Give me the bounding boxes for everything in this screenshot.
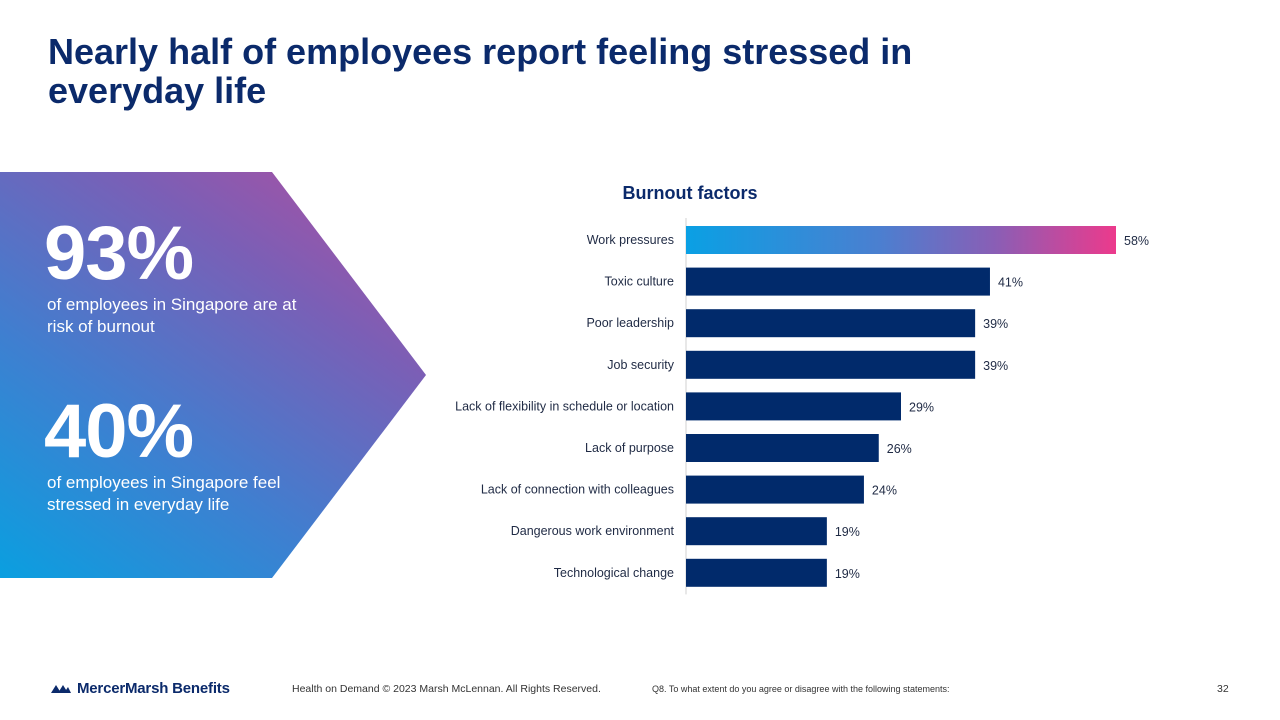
- stat-burnout-risk: 93% of employees in Singapore are at ris…: [44, 216, 307, 338]
- category-label: Dangerous work environment: [511, 524, 675, 538]
- copyright-text: Health on Demand © 2023 Marsh McLennan. …: [292, 683, 601, 695]
- hero-stats-panel: 93% of employees in Singapore are at ris…: [0, 172, 426, 578]
- value-label: 58%: [1124, 234, 1149, 248]
- chart-title: Burnout factors: [622, 183, 758, 203]
- bar: [686, 350, 976, 379]
- bar: [686, 226, 1116, 254]
- category-label: Lack of flexibility in schedule or locat…: [455, 399, 674, 413]
- value-label: 29%: [909, 400, 934, 414]
- logo-text: MercerMarsh Benefits: [77, 680, 230, 697]
- category-label: Lack of connection with colleagues: [481, 483, 674, 497]
- category-label: Poor leadership: [586, 316, 674, 330]
- stat-stressed: 40% of employees in Singapore feel stres…: [44, 394, 307, 516]
- value-label: 39%: [983, 317, 1008, 331]
- burnout-factors-chart: Work pressures 58% Toxic culture 41% Poor le…: [455, 218, 1149, 595]
- bar: [686, 267, 990, 296]
- stat-caption: of employees in Singapore are at risk of…: [47, 295, 297, 336]
- category-label: Work pressures: [587, 233, 674, 247]
- stat-caption: of employees in Singapore feel stressed …: [47, 473, 281, 514]
- category-label: Technological change: [554, 566, 674, 580]
- value-label: 24%: [872, 484, 897, 498]
- value-label: 39%: [983, 359, 1008, 373]
- bar: [686, 558, 827, 587]
- bar: [686, 309, 976, 338]
- survey-question-note: Q8. To what extent do you agree or disag…: [652, 684, 950, 694]
- category-label: Toxic culture: [605, 275, 675, 289]
- stat-value: 40%: [44, 389, 194, 474]
- slide-title: Nearly half of employees report feeling …: [48, 31, 913, 111]
- brand-logo: MercerMarsh Benefits: [50, 680, 230, 697]
- bar: [686, 475, 864, 504]
- page-number: 32: [1217, 683, 1229, 695]
- value-label: 41%: [998, 276, 1023, 290]
- value-label: 19%: [835, 567, 860, 581]
- value-label: 26%: [887, 442, 912, 456]
- category-label: Job security: [607, 358, 674, 372]
- bar: [686, 434, 879, 462]
- mmb-logo-icon: [51, 684, 71, 693]
- category-label: Lack of purpose: [585, 441, 674, 455]
- bar: [686, 392, 901, 421]
- stat-value: 93%: [44, 211, 194, 296]
- value-label: 19%: [835, 525, 860, 539]
- bar: [686, 517, 827, 546]
